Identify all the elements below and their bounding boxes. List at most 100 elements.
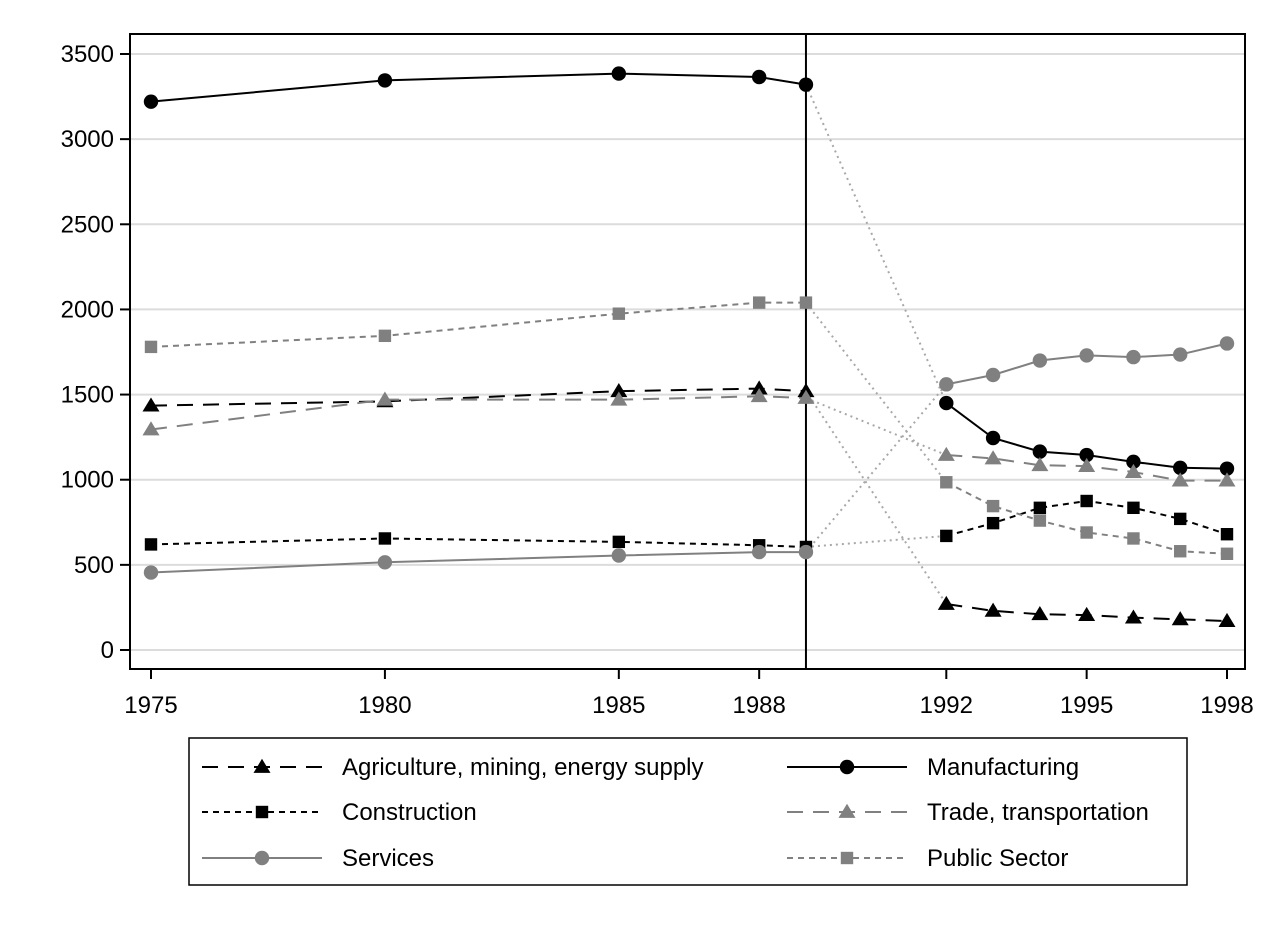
data-point-circle — [1079, 447, 1094, 463]
data-point-square — [378, 329, 392, 343]
legend: Agriculture, mining, energy supply Manufa… — [188, 737, 1188, 886]
data-point-square — [1174, 545, 1187, 558]
data-point-square — [378, 532, 392, 545]
gap-connector-line — [805, 302, 948, 483]
data-point-circle — [751, 69, 767, 85]
data-point-circle — [1173, 347, 1188, 362]
x-tick-label: 1975 — [124, 692, 177, 719]
data-point-triangle — [838, 803, 856, 818]
data-point-circle — [1032, 444, 1048, 459]
gap-connectors — [805, 84, 948, 605]
gap-connector-line — [805, 397, 947, 456]
data-point-triangle — [1031, 457, 1049, 472]
data-point-square — [1174, 512, 1187, 526]
data-point-triangle — [1124, 463, 1142, 478]
plot-frame — [129, 33, 1246, 670]
data-point-triangle — [1031, 606, 1049, 621]
data-point-square — [752, 296, 766, 309]
data-point-triangle — [937, 446, 955, 461]
plot-area — [130, 34, 1245, 669]
data-point-square — [1127, 532, 1140, 545]
legend-label: Trade, transportation — [927, 799, 1149, 826]
data-point-circle — [1219, 461, 1235, 476]
data-point-square — [1033, 501, 1047, 515]
data-point-square — [1080, 494, 1093, 508]
legend-label: Public Sector — [927, 845, 1068, 872]
data-point-triangle — [750, 388, 768, 403]
data-point-triangle — [142, 421, 160, 436]
data-point-square — [986, 516, 1000, 530]
data-point-triangle — [1078, 457, 1096, 472]
data-point-triangle — [937, 595, 955, 610]
legend-label: Services — [342, 845, 434, 872]
gap-connector-line — [805, 390, 948, 605]
data-point-triangle — [610, 391, 628, 406]
data-point-circle — [985, 367, 1001, 383]
data-point-circle — [939, 395, 954, 411]
data-point-circle — [939, 377, 954, 392]
data-point-circle — [1219, 336, 1235, 351]
legend-label: Construction — [342, 799, 477, 826]
data-point-circle — [1126, 349, 1141, 365]
data-point-square — [1080, 526, 1093, 539]
x-tick-label: 1995 — [1060, 692, 1113, 719]
gap-connector-line — [805, 84, 948, 404]
data-point-triangle — [610, 382, 628, 398]
gap-connector-line — [805, 383, 948, 553]
data-point-circle — [377, 73, 393, 88]
data-point-triangle — [984, 450, 1002, 465]
data-point-square — [612, 535, 626, 549]
data-point-circle — [798, 77, 814, 92]
data-point-square — [940, 529, 953, 543]
data-point-triangle — [750, 380, 768, 395]
y-tick-label: 2000 — [61, 296, 114, 323]
data-point-square — [1033, 514, 1047, 527]
y-tick-label: 1000 — [61, 467, 114, 494]
data-point-square — [1127, 501, 1140, 515]
data-point-square — [799, 296, 813, 309]
data-point-triangle — [797, 389, 815, 404]
data-point-triangle — [1218, 472, 1236, 487]
data-point-triangle — [984, 602, 1002, 617]
legend-label: Agriculture, mining, energy supply — [342, 754, 704, 781]
y-tick-label: 2500 — [61, 211, 114, 238]
data-point-triangle — [142, 397, 160, 412]
data-point-triangle — [1171, 472, 1189, 487]
data-point-triangle — [1078, 606, 1096, 621]
data-point-circle — [254, 850, 270, 866]
data-point-square — [144, 538, 158, 551]
y-tick-label: 1500 — [61, 382, 114, 409]
x-tick-label: 1985 — [592, 692, 645, 719]
series-line — [150, 301, 806, 348]
data-point-square — [1220, 547, 1234, 560]
legend-box — [188, 737, 1188, 886]
data-point-circle — [798, 544, 814, 560]
legend-label: Manufacturing — [927, 754, 1079, 781]
data-point-square — [144, 340, 158, 354]
data-point-circle — [611, 548, 627, 563]
data-point-square — [940, 476, 953, 489]
data-point-triangle — [1171, 611, 1189, 626]
data-point-triangle — [1218, 612, 1236, 627]
data-point-circle — [143, 94, 159, 109]
legend-entries: Agriculture, mining, energy supply Manufa… — [202, 754, 1149, 872]
y-tick-label: 0 — [101, 637, 114, 664]
y-tick-label: 500 — [74, 552, 114, 579]
data-point-circle — [1079, 348, 1094, 363]
data-point-square — [612, 307, 626, 320]
data-point-circle — [839, 759, 855, 775]
data-point-circle — [985, 430, 1001, 446]
data-point-square — [840, 851, 854, 865]
series-markers — [142, 66, 1236, 627]
axes: 0 500 1000 1500 2000 2500 3000 3500 1975 1980 1985… — [61, 41, 1254, 719]
data-point-circle — [1173, 460, 1188, 475]
data-point-square — [1220, 528, 1234, 541]
data-point-square — [255, 805, 269, 819]
y-tick-label: 3000 — [61, 126, 114, 153]
data-point-circle — [377, 555, 393, 570]
data-point-triangle — [1124, 609, 1142, 624]
x-tick-label: 1992 — [920, 692, 973, 719]
data-point-circle — [1126, 454, 1141, 470]
data-point-triangle — [253, 758, 271, 773]
